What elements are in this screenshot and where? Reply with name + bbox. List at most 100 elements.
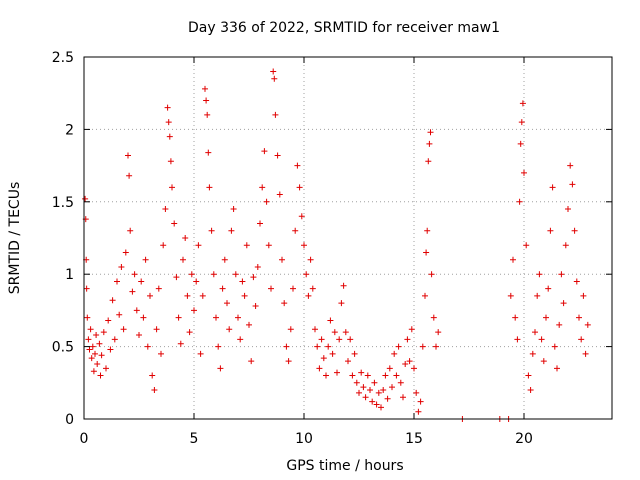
x-axis-label: GPS time / hours xyxy=(286,458,403,474)
data-point xyxy=(144,343,151,350)
data-point xyxy=(580,292,587,299)
y-tick-label: 2 xyxy=(65,122,74,138)
data-point xyxy=(336,336,343,343)
data-point xyxy=(96,340,103,347)
data-point xyxy=(153,326,160,333)
y-tick-label: 1.5 xyxy=(52,195,74,211)
data-point xyxy=(430,314,437,321)
data-point xyxy=(404,336,411,343)
data-point xyxy=(584,321,591,328)
x-tick-label: 0 xyxy=(80,431,89,447)
data-point xyxy=(417,398,424,405)
y-tick-label: 1 xyxy=(65,267,74,283)
data-point xyxy=(162,206,169,213)
data-point xyxy=(560,300,567,307)
data-point xyxy=(378,404,384,411)
data-point xyxy=(292,227,299,234)
data-point xyxy=(125,152,131,159)
data-point xyxy=(518,119,525,126)
data-point xyxy=(386,365,393,372)
data-point xyxy=(151,387,158,394)
data-point xyxy=(199,292,206,299)
data-point xyxy=(545,285,552,292)
data-points xyxy=(82,68,591,422)
data-point xyxy=(92,350,98,357)
grid-layer xyxy=(84,57,612,419)
data-point xyxy=(287,326,294,333)
data-point xyxy=(384,395,391,402)
data-point xyxy=(184,292,191,299)
data-point xyxy=(283,343,290,350)
data-point xyxy=(507,292,514,299)
data-point xyxy=(367,387,373,394)
data-point xyxy=(543,314,549,321)
plot-frame xyxy=(83,56,613,420)
data-point xyxy=(83,285,90,292)
data-point xyxy=(294,162,301,169)
x-tick-label: 10 xyxy=(295,431,313,447)
data-point xyxy=(147,292,153,299)
data-point xyxy=(536,271,543,278)
data-point xyxy=(519,100,526,107)
data-point xyxy=(558,271,565,278)
data-point xyxy=(331,329,338,336)
data-point xyxy=(327,317,334,324)
data-point xyxy=(138,278,145,285)
data-point xyxy=(406,358,413,365)
data-point xyxy=(221,256,228,263)
data-point xyxy=(191,307,197,314)
data-point xyxy=(250,274,257,281)
data-point xyxy=(173,274,180,281)
data-point xyxy=(338,300,345,307)
data-point xyxy=(263,198,270,205)
data-point xyxy=(100,329,107,336)
data-point xyxy=(167,158,174,165)
data-point xyxy=(175,314,182,321)
data-point xyxy=(271,75,278,82)
data-point xyxy=(532,329,538,336)
data-point xyxy=(408,326,415,333)
data-point xyxy=(380,387,387,394)
data-point xyxy=(224,300,230,307)
data-point xyxy=(188,271,195,278)
data-point xyxy=(578,336,585,343)
data-point xyxy=(433,343,439,350)
data-point xyxy=(353,379,360,386)
data-point xyxy=(342,329,349,336)
data-point xyxy=(362,394,369,401)
data-point xyxy=(389,384,395,391)
data-point xyxy=(358,369,365,376)
data-point xyxy=(549,184,556,191)
data-point xyxy=(510,256,516,263)
data-point xyxy=(514,336,521,343)
data-point xyxy=(133,307,140,314)
data-point xyxy=(391,350,398,357)
data-point xyxy=(268,285,274,292)
data-point xyxy=(312,326,318,333)
data-point xyxy=(573,278,580,285)
data-point xyxy=(413,389,420,396)
data-point xyxy=(165,119,172,126)
data-point xyxy=(177,340,184,347)
data-point xyxy=(314,343,321,350)
data-point xyxy=(94,360,101,367)
data-point xyxy=(316,365,323,372)
data-point xyxy=(516,198,523,205)
data-point xyxy=(351,350,358,357)
data-point xyxy=(208,227,215,234)
data-point xyxy=(320,355,327,362)
data-point xyxy=(105,317,112,324)
data-point xyxy=(111,336,118,343)
data-point xyxy=(307,256,314,263)
data-point xyxy=(517,140,524,147)
data-point xyxy=(122,249,129,256)
data-point xyxy=(423,249,430,256)
data-point xyxy=(554,365,560,372)
x-tick-label: 20 xyxy=(515,431,533,447)
data-point xyxy=(90,368,97,375)
data-point xyxy=(232,271,239,278)
data-point xyxy=(529,350,536,357)
axis-ticks xyxy=(83,56,612,420)
data-point xyxy=(347,336,354,343)
